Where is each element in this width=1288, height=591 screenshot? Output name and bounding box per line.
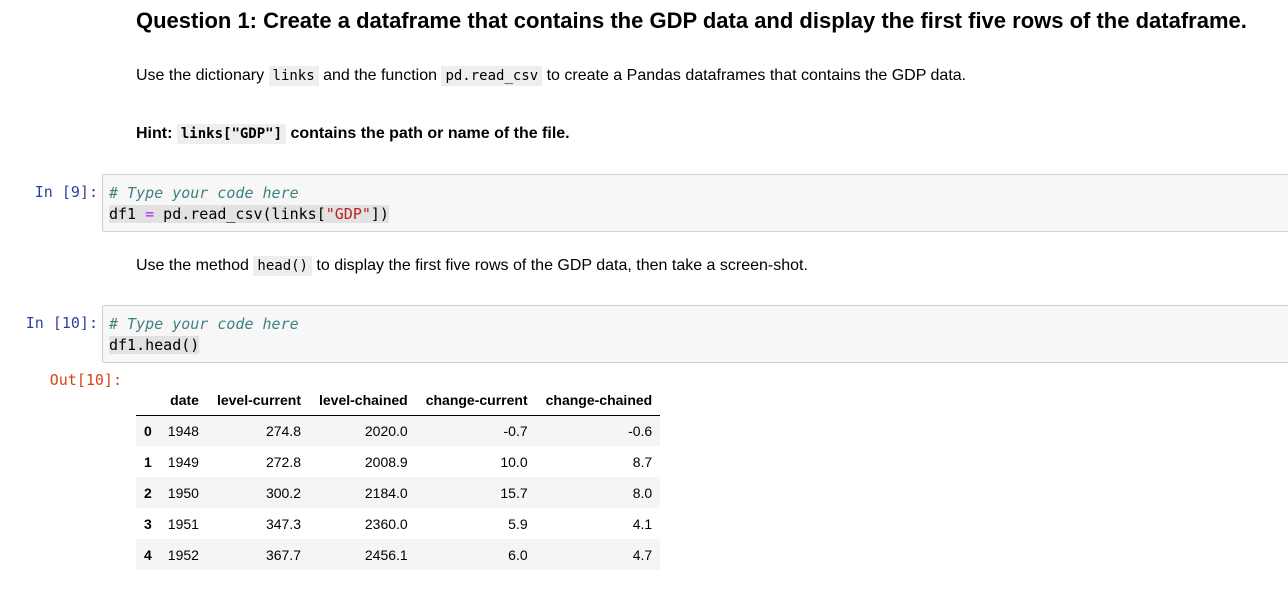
inline-code-links-gdp: links["GDP"] xyxy=(176,124,287,144)
input-prompt-10: In [10]: xyxy=(25,314,98,332)
question-title: Question 1: Create a dataframe that cont… xyxy=(136,8,1247,33)
index-header xyxy=(136,386,160,416)
cell-change-chained: 8.7 xyxy=(632,453,653,470)
column-header: change-chained xyxy=(535,386,661,416)
hint-text: Hint: links["GDP"] contains the path or … xyxy=(136,124,570,144)
cell-change-chained: 4.1 xyxy=(632,515,653,532)
cell-date: 1952 xyxy=(167,546,199,563)
cell-level-current: 347.3 xyxy=(265,515,301,532)
column-header: change-current xyxy=(415,386,536,416)
output-prompt-10: Out[10]: xyxy=(49,371,122,389)
cell-date: 1948 xyxy=(167,422,199,439)
column-header: date xyxy=(159,386,207,416)
instruction-head-text: Use the method head() to display the fir… xyxy=(136,256,808,276)
cell-change-current: 10.0 xyxy=(500,453,528,470)
cell-level-chained: 2360.0 xyxy=(364,515,408,532)
cell-level-current: 300.2 xyxy=(265,484,301,501)
cell-change-current: 6.0 xyxy=(508,546,528,563)
inline-code-links: links xyxy=(268,66,319,86)
cell-level-chained: 2184.0 xyxy=(364,484,408,501)
cell-level-chained: 2020.0 xyxy=(364,422,408,439)
cell-change-current: -0.7 xyxy=(503,422,528,439)
code-cell-1[interactable]: # Type your code here df1 = pd.read_csv(… xyxy=(102,174,1288,232)
table-row: 0 1948 274.8 2020.0 -0.7 -0.6 xyxy=(136,415,661,446)
cell-level-current: 272.8 xyxy=(265,453,301,470)
inline-code-read-csv: pd.read_csv xyxy=(441,66,543,86)
cell-date: 1951 xyxy=(167,515,199,532)
instruction-text: Use the dictionary links and the functio… xyxy=(136,66,967,86)
table-row: 2 1950 300.2 2184.0 15.7 8.0 xyxy=(136,477,661,508)
table-row: 3 1951 347.3 2360.0 5.9 4.1 xyxy=(136,508,660,539)
dataframe-output-table: date level-current level-chained change-… xyxy=(136,386,661,570)
table-row: 4 1952 367.7 2456.1 6.0 4.7 xyxy=(136,539,661,570)
code-line-comment: # Type your code here xyxy=(109,184,299,202)
cell-change-current: 15.7 xyxy=(500,484,528,501)
cell-change-current: 5.9 xyxy=(508,515,528,532)
code-line-comment: # Type your code here xyxy=(109,315,299,333)
cell-level-current: 367.7 xyxy=(265,546,301,563)
column-header: level-chained xyxy=(309,386,416,416)
cell-date: 1950 xyxy=(167,484,199,501)
table-row: 1 1949 272.8 2008.9 10.0 8.7 xyxy=(136,446,660,477)
cell-change-chained: -0.6 xyxy=(628,422,653,439)
inline-code-head: head() xyxy=(253,256,312,276)
cell-level-current: 274.8 xyxy=(265,422,301,439)
row-index: 1 xyxy=(144,453,152,470)
row-index: 2 xyxy=(144,484,152,501)
cell-level-chained: 2008.9 xyxy=(364,453,408,470)
cell-level-chained: 2456.1 xyxy=(364,546,408,563)
cell-change-chained: 4.7 xyxy=(632,546,653,563)
code-line-head: df1.head() xyxy=(109,336,200,354)
cell-date: 1949 xyxy=(167,453,199,470)
input-prompt-9: In [9]: xyxy=(34,183,98,201)
code-line-read-csv: df1 = pd.read_csv(links["GDP"]) xyxy=(109,205,389,223)
table-header-row: date level-current level-chained change-… xyxy=(136,386,661,416)
row-index: 4 xyxy=(144,546,152,563)
code-cell-2[interactable]: # Type your code here df1.head() xyxy=(102,305,1288,363)
row-index: 3 xyxy=(144,515,152,532)
cell-change-chained: 8.0 xyxy=(632,484,653,501)
column-header: level-current xyxy=(206,386,309,416)
row-index: 0 xyxy=(144,422,152,439)
